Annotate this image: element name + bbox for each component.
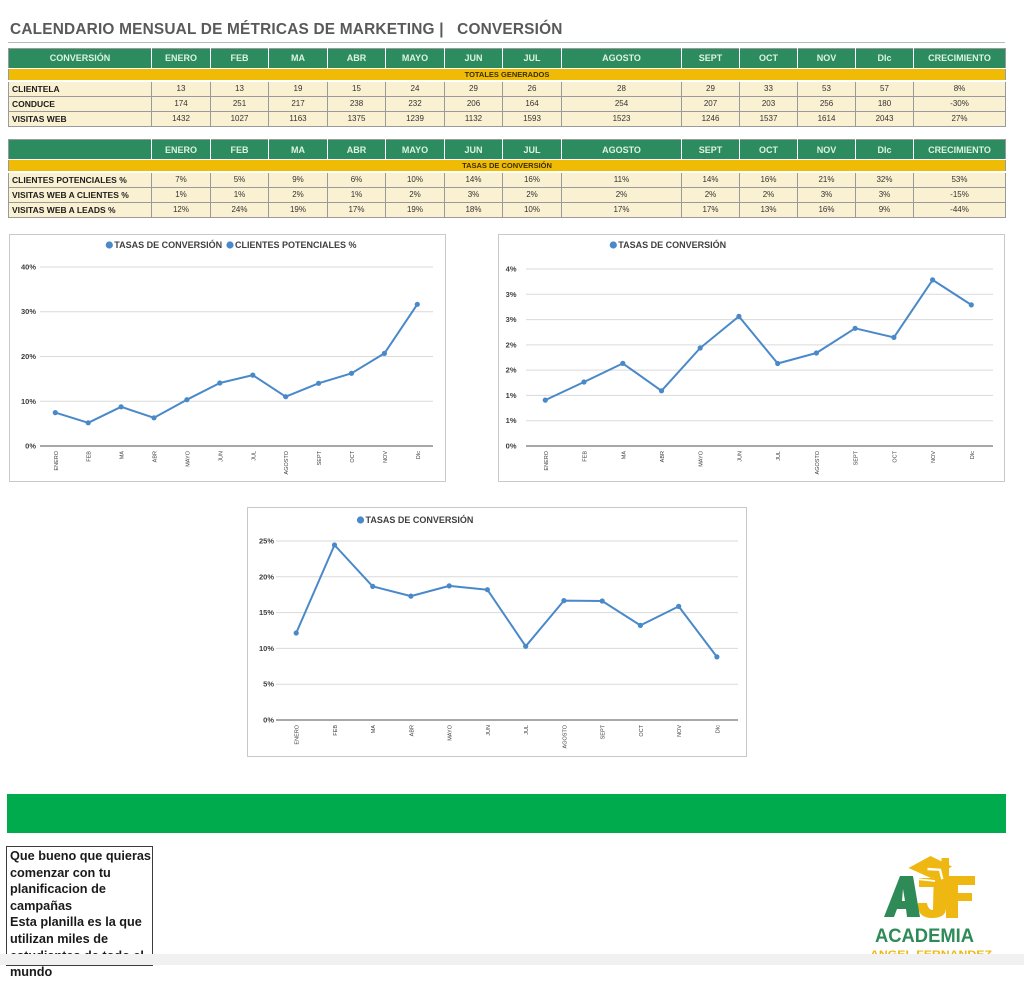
svg-text:NOV: NOV: [383, 451, 389, 463]
svg-text:ENERO: ENERO: [295, 724, 301, 744]
svg-text:15%: 15%: [259, 608, 274, 617]
svg-text:JUL: JUL: [524, 725, 530, 735]
svg-text:FEB: FEB: [333, 725, 339, 736]
svg-text:JUL: JUL: [251, 451, 257, 461]
svg-text:AGOSTO: AGOSTO: [562, 724, 568, 748]
svg-text:3%: 3%: [506, 315, 517, 324]
svg-text:DIc: DIc: [715, 725, 721, 734]
svg-text:NOV: NOV: [931, 451, 937, 463]
svg-text:OCT: OCT: [892, 450, 898, 462]
svg-text:JUL: JUL: [776, 451, 782, 461]
svg-text:0%: 0%: [506, 442, 517, 451]
svg-text:2%: 2%: [506, 366, 517, 375]
svg-text:NOV: NOV: [677, 725, 683, 737]
svg-text:20%: 20%: [21, 352, 36, 361]
svg-text:10%: 10%: [21, 397, 36, 406]
svg-text:ABR: ABR: [153, 451, 159, 462]
svg-text:ENERO: ENERO: [544, 450, 550, 470]
svg-text:30%: 30%: [21, 307, 36, 316]
svg-text:MA: MA: [621, 451, 627, 460]
svg-text:SEPT: SEPT: [601, 724, 607, 739]
svg-text:ABR: ABR: [409, 725, 415, 736]
svg-text:DIc: DIc: [416, 451, 422, 460]
svg-text:FEB: FEB: [87, 451, 93, 462]
svg-text:20%: 20%: [259, 572, 274, 581]
svg-text:4%: 4%: [506, 265, 517, 274]
svg-text:JUN: JUN: [486, 725, 492, 736]
svg-text:0%: 0%: [25, 442, 36, 451]
svg-text:AGOSTO: AGOSTO: [815, 450, 821, 474]
svg-text:10%: 10%: [259, 644, 274, 653]
svg-text:DIc: DIc: [970, 451, 976, 460]
svg-text:2%: 2%: [506, 340, 517, 349]
svg-text:MA: MA: [371, 725, 377, 734]
svg-text:TASAS DE CONVERSIÓN: TASAS DE CONVERSIÓN: [114, 239, 222, 250]
svg-text:OCT: OCT: [350, 450, 356, 462]
svg-text:JUN: JUN: [218, 451, 224, 462]
svg-text:OCT: OCT: [639, 724, 645, 736]
svg-text:TASAS DE CONVERSIÓN: TASAS DE CONVERSIÓN: [366, 514, 474, 525]
svg-text:CLIENTES POTENCIALES %: CLIENTES POTENCIALES %: [235, 240, 357, 250]
svg-text:JUN: JUN: [737, 451, 743, 462]
svg-text:ENERO: ENERO: [54, 450, 60, 470]
svg-text:MAYO: MAYO: [448, 724, 454, 741]
svg-text:MA: MA: [120, 451, 126, 460]
svg-text:AGOSTO: AGOSTO: [284, 450, 290, 474]
svg-text:1%: 1%: [506, 416, 517, 425]
svg-text:25%: 25%: [259, 537, 274, 546]
svg-text:1%: 1%: [506, 391, 517, 400]
svg-text:SEPT: SEPT: [317, 450, 323, 465]
svg-text:TASAS DE CONVERSIÓN: TASAS DE CONVERSIÓN: [618, 239, 726, 250]
svg-text:5%: 5%: [263, 680, 274, 689]
svg-text:ACADEMIA: ACADEMIA: [875, 926, 974, 947]
svg-text:40%: 40%: [21, 263, 36, 272]
svg-text:3%: 3%: [506, 290, 517, 299]
svg-text:ABR: ABR: [660, 451, 666, 462]
svg-text:SEPT: SEPT: [854, 450, 860, 465]
svg-text:MAYO: MAYO: [699, 450, 705, 467]
svg-text:MAYO: MAYO: [185, 450, 191, 467]
svg-text:FEB: FEB: [583, 451, 589, 462]
svg-text:0%: 0%: [263, 716, 274, 725]
